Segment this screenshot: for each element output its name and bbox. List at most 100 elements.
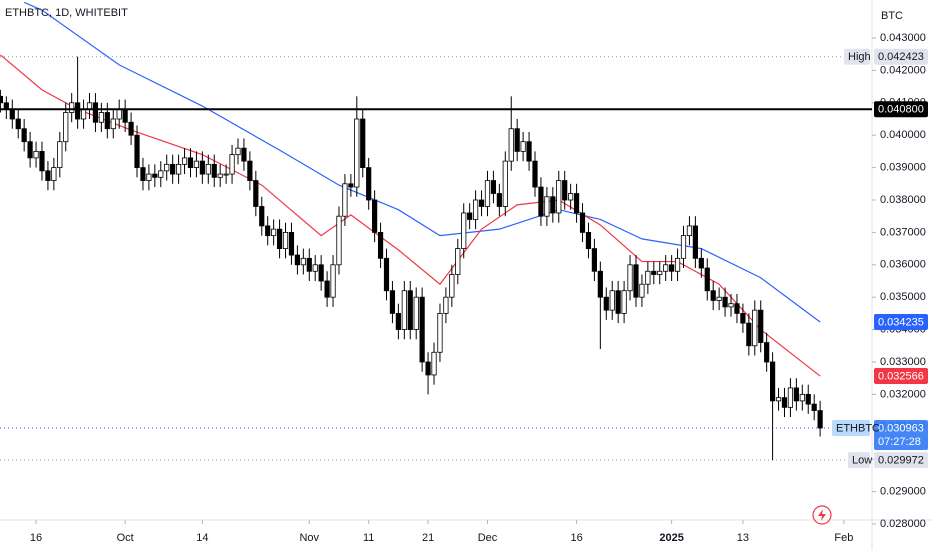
low-value: 0.029972: [878, 455, 924, 467]
ma-value-box: [874, 368, 928, 385]
candle-body: [122, 108, 128, 123]
candle-body: [550, 196, 556, 214]
candle-body: [211, 163, 217, 178]
x-tick-label: 2025: [659, 532, 683, 544]
candle-body: [175, 163, 182, 175]
candle-body: [294, 254, 301, 266]
candle-body: [419, 296, 425, 363]
candle-body: [520, 141, 526, 152]
candle-body: [134, 134, 140, 168]
candle-body: [235, 147, 241, 156]
y-tick-label: 0.043000: [880, 32, 926, 44]
candle-body: [591, 248, 598, 272]
candle-body: [288, 231, 295, 256]
candle-body: [669, 264, 675, 272]
candle-body: [490, 180, 497, 194]
candle-body: [21, 128, 27, 143]
candle-body: [354, 118, 360, 188]
candle-body: [348, 183, 354, 188]
y-tick-label: 0.029000: [880, 485, 926, 497]
candle-body: [377, 231, 384, 259]
candle-body: [63, 112, 69, 143]
candle-body: [372, 199, 378, 233]
x-tick-label: Dec: [478, 532, 498, 544]
candle-body: [651, 270, 657, 275]
candle-body: [734, 303, 740, 314]
candle-body: [526, 141, 532, 162]
last-price-box: [874, 419, 928, 450]
candle-body: [633, 264, 639, 298]
low-label: Low: [852, 455, 872, 467]
candle-body: [152, 173, 158, 178]
candle-body: [116, 108, 122, 120]
candle-body: [508, 128, 514, 162]
candle-body: [241, 147, 247, 162]
candle-body: [75, 102, 81, 120]
ma-value-box: [874, 313, 928, 330]
candle-body: [698, 257, 704, 269]
candle-body: [799, 393, 805, 402]
replay-icon[interactable]: [812, 505, 832, 525]
candle-body: [318, 264, 324, 282]
candle-body: [805, 393, 811, 405]
candle-body: [437, 312, 443, 353]
candle-body: [247, 160, 253, 181]
candle-body: [39, 150, 45, 172]
candle-body: [728, 303, 734, 308]
candle-body: [92, 102, 99, 123]
candle-body: [496, 193, 502, 207]
symbol-label: ETHBTC: [836, 422, 880, 434]
candle-body: [276, 228, 283, 249]
candle-body: [330, 264, 336, 298]
candle-body: [413, 296, 419, 330]
candle-body: [663, 264, 669, 272]
candle-body: [164, 163, 170, 172]
symbol-label-box: [832, 419, 870, 436]
x-tick-label: 13: [737, 532, 749, 544]
x-tick-label: 16: [570, 532, 582, 544]
candle-body: [461, 212, 467, 249]
candle-body: [674, 257, 681, 272]
candle-body: [57, 141, 63, 168]
high-label: High: [848, 51, 871, 63]
candle-body: [722, 296, 728, 308]
ma-value: 0.034235: [878, 316, 924, 328]
candle-body: [69, 102, 75, 113]
candle-body: [431, 351, 437, 376]
candle-body: [538, 186, 544, 217]
y-tick-label: 0.035000: [880, 291, 926, 303]
candle-body: [775, 397, 782, 402]
candle-body: [306, 257, 312, 272]
ma-value: 0.032566: [878, 370, 924, 382]
y-tick-label: 0.039000: [880, 162, 926, 174]
x-tick-label: 21: [422, 532, 434, 544]
candle-body: [342, 183, 348, 217]
candle-body: [425, 361, 431, 376]
candle-body: [597, 270, 603, 298]
candle-body: [282, 231, 289, 249]
candle-body: [401, 290, 407, 330]
candle-body: [324, 280, 330, 298]
candle-body: [51, 167, 57, 181]
candle-body: [205, 163, 211, 175]
candle-body: [562, 180, 568, 201]
candle-body: [502, 160, 508, 207]
candle-body: [579, 212, 586, 233]
candle-body: [585, 231, 592, 249]
last-price: 0.030963: [878, 422, 924, 434]
candle-body: [615, 290, 621, 314]
candle-body: [45, 170, 51, 181]
candle-body: [128, 121, 134, 136]
candle-body: [146, 173, 152, 181]
candle-body: [752, 309, 758, 347]
low-label-box: [848, 452, 870, 469]
candle-body: [621, 290, 627, 314]
candle-body: [716, 296, 722, 301]
candle-body: [389, 290, 396, 314]
candle-body: [627, 264, 633, 292]
x-tick-label: 14: [196, 532, 208, 544]
x-tick-label: Nov: [299, 532, 319, 544]
candle-body: [223, 173, 229, 176]
candle-body: [781, 397, 788, 408]
